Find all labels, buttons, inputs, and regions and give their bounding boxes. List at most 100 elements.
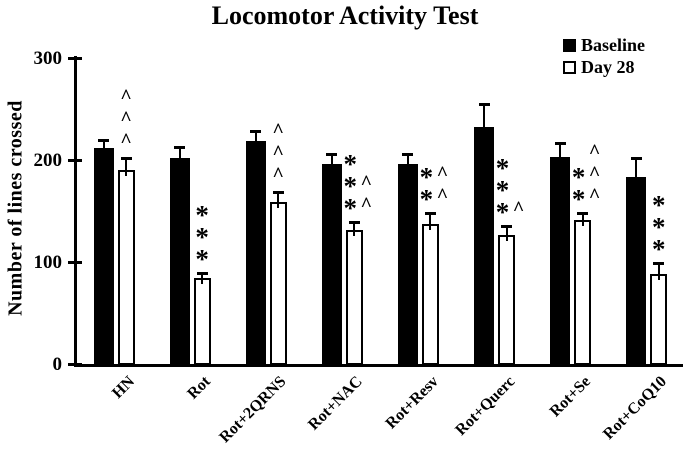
asterisk-marker: * bbox=[343, 148, 358, 179]
bar-baseline-rot-nac bbox=[321, 163, 342, 366]
error-bar-stem bbox=[581, 212, 584, 226]
caret-marker: ^ bbox=[272, 142, 284, 165]
error-bar-cap bbox=[402, 153, 414, 157]
error-bar-stem bbox=[657, 262, 660, 280]
caret-marker: ^ bbox=[272, 120, 284, 143]
error-bar-cap bbox=[120, 157, 132, 161]
x-category-label-rot-2qrns: Rot+2QRNS bbox=[216, 373, 290, 447]
x-category-label-rot-resv: Rot+Resv bbox=[382, 373, 442, 433]
asterisk-marker: * bbox=[343, 192, 358, 223]
significance-stars-rot-coq10: * * * bbox=[647, 189, 671, 264]
error-bar-cap bbox=[630, 157, 642, 161]
caret-marker: ^ bbox=[436, 162, 449, 185]
error-bar-stem bbox=[505, 225, 508, 241]
error-bar-stem bbox=[483, 104, 485, 133]
y-tick bbox=[68, 159, 82, 162]
significance-stars-rot-querc: * * * bbox=[491, 152, 515, 227]
error-bar-cap bbox=[272, 191, 284, 195]
chart-title: Locomotor Activity Test bbox=[211, 1, 479, 30]
bar-baseline-rot-coq10 bbox=[626, 176, 647, 366]
significance-carets-rot-nac: ^ ^ bbox=[354, 171, 378, 218]
asterisk-marker: * bbox=[571, 161, 586, 192]
error-bar-stem bbox=[330, 154, 333, 170]
asterisk-marker: * bbox=[571, 183, 586, 214]
significance-carets-rot-2qrns: ^ ^ ^ bbox=[266, 120, 290, 188]
x-category-label-rot-coq10: Rot+CoQ10 bbox=[600, 373, 671, 444]
x-category-label-rot-querc: Rot+Querc bbox=[452, 373, 519, 440]
error-bar-stem bbox=[429, 212, 432, 230]
asterisk-marker: * bbox=[195, 243, 209, 274]
bar-baseline-rot-2qrns bbox=[245, 141, 266, 366]
chart-legend: Baseline Day 28 bbox=[563, 36, 645, 80]
error-bar-cap bbox=[424, 211, 436, 215]
caret-marker: ^ bbox=[588, 162, 601, 185]
asterisk-marker: * bbox=[495, 196, 510, 227]
caret-marker: ^ bbox=[588, 140, 601, 163]
error-bar-stem bbox=[353, 221, 356, 236]
significance-stars-rot-resv: * * bbox=[414, 163, 438, 214]
bar-day-28-rot bbox=[193, 277, 211, 366]
caret-marker: ^ bbox=[272, 164, 284, 187]
error-bar-cap bbox=[577, 211, 589, 215]
asterisk-marker: * bbox=[651, 233, 666, 264]
error-bar-stem bbox=[254, 130, 257, 148]
y-tick-label: 200 bbox=[33, 149, 63, 171]
y-axis-line bbox=[74, 56, 77, 367]
caret-marker: ^ bbox=[360, 171, 373, 194]
error-bar-cap bbox=[478, 103, 490, 107]
error-bar-cap bbox=[98, 139, 109, 143]
bar-baseline-rot bbox=[169, 158, 190, 366]
caret-marker: ^ bbox=[436, 184, 449, 207]
significance-stars-rot-nac: * * * bbox=[338, 148, 362, 223]
bar-baseline-rot-resv bbox=[397, 163, 418, 366]
caret-marker: ^ bbox=[120, 86, 132, 109]
asterisk-marker: * bbox=[419, 183, 434, 214]
error-bar-cap bbox=[554, 142, 566, 146]
bar-day-28-rot-2qrns bbox=[269, 202, 287, 366]
caret-marker: ^ bbox=[588, 184, 601, 207]
asterisk-marker: * bbox=[195, 221, 209, 252]
bar-day-28-rot-coq10 bbox=[650, 273, 668, 366]
bar-day-28-rot-resv bbox=[421, 223, 439, 366]
bar-baseline-rot-querc bbox=[474, 126, 494, 366]
error-bar-cap bbox=[348, 220, 360, 224]
legend-item-baseline: Baseline bbox=[563, 36, 645, 54]
significance-carets-rot-querc: ^ bbox=[507, 199, 531, 222]
asterisk-marker: * bbox=[495, 174, 510, 205]
y-tick bbox=[68, 261, 82, 264]
asterisk-marker: * bbox=[495, 152, 510, 183]
legend-label-day28: Day 28 bbox=[581, 57, 635, 77]
error-bar-stem bbox=[277, 192, 280, 209]
x-category-label-rot-se: Rot+Se bbox=[546, 373, 595, 421]
bar-day-28-hn bbox=[117, 169, 135, 366]
legend-swatch-filled-icon bbox=[563, 38, 576, 52]
error-bar-stem bbox=[201, 272, 204, 284]
y-axis-title: Number of lines crossed bbox=[4, 100, 27, 316]
legend-item-day28: Day 28 bbox=[563, 58, 645, 76]
asterisk-marker: * bbox=[651, 189, 666, 220]
error-bar-stem bbox=[125, 158, 127, 176]
error-bar-cap bbox=[196, 271, 208, 275]
bar-day-28-rot-nac bbox=[345, 229, 363, 366]
y-tick bbox=[68, 57, 82, 60]
asterisk-marker: * bbox=[651, 211, 666, 242]
bar-baseline-hn bbox=[93, 148, 114, 366]
caret-marker: ^ bbox=[360, 193, 373, 216]
asterisk-marker: * bbox=[343, 170, 358, 201]
legend-swatch-open-icon bbox=[563, 60, 576, 74]
error-bar-stem bbox=[406, 154, 409, 170]
x-axis-line bbox=[74, 363, 683, 367]
error-bar-cap bbox=[174, 146, 186, 150]
caret-marker: ^ bbox=[120, 108, 132, 131]
y-tick-label: 100 bbox=[33, 251, 63, 273]
y-tick bbox=[68, 363, 82, 366]
error-bar-stem bbox=[178, 147, 181, 165]
significance-carets-hn: ^ ^ ^ bbox=[114, 86, 138, 154]
bar-baseline-rot-se bbox=[550, 157, 571, 366]
significance-stars-rot: * * * bbox=[190, 199, 214, 274]
y-tick-label: 0 bbox=[52, 353, 63, 375]
asterisk-marker: * bbox=[195, 199, 209, 230]
error-bar-stem bbox=[559, 143, 562, 164]
significance-stars-rot-se: * * bbox=[567, 161, 591, 214]
